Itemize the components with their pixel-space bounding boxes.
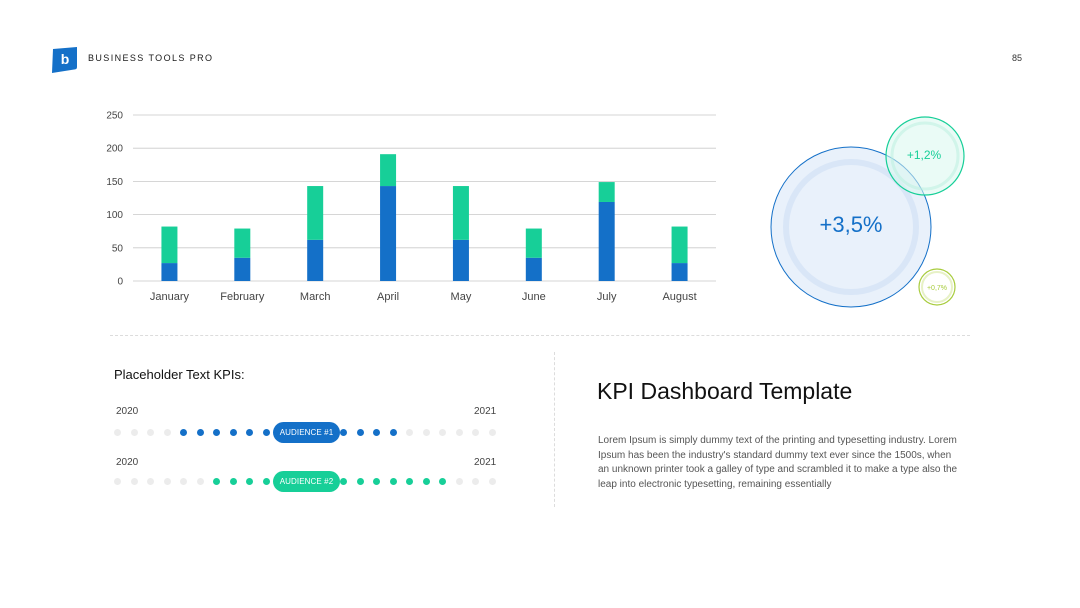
kpi-dot <box>472 429 479 436</box>
y-tick-label: 100 <box>106 210 123 221</box>
bubble-small <box>918 268 956 306</box>
kpi-dot <box>163 478 171 485</box>
horizontal-divider <box>110 335 970 336</box>
kpi-dot <box>163 429 171 436</box>
kpi-dot <box>196 429 204 436</box>
kpi-dot <box>130 478 138 485</box>
kpi-row-2-dots: AUDIENCE #2 <box>114 471 498 493</box>
bubble-secondary-value: +1,2% <box>907 148 942 162</box>
kpi-dot <box>373 478 380 485</box>
bar-august-series-1 <box>671 263 688 281</box>
kpi-dot <box>246 429 253 436</box>
kpi-dot <box>229 429 237 436</box>
kpi-dot <box>229 478 237 485</box>
kpi-dot <box>389 478 397 485</box>
kpi-dot <box>213 429 220 436</box>
bubble-main-value: +3,5% <box>820 212 883 237</box>
x-tick-label: April <box>377 291 399 303</box>
kpi-dot <box>422 478 430 485</box>
x-tick-label: February <box>220 291 265 303</box>
kpi-dot <box>389 429 397 436</box>
audience-2-badge: AUDIENCE #2 <box>273 471 340 492</box>
kpi-dot <box>180 429 187 436</box>
kpi-heading: Placeholder Text KPIs: <box>114 367 245 382</box>
body-text: Lorem Ipsum is simply dummy text of the … <box>598 435 958 490</box>
bubble-small-value: +0,7% <box>927 285 947 292</box>
bar-june-series-2 <box>525 228 542 258</box>
kpi-dot <box>180 478 187 485</box>
kpi-dot <box>488 478 496 485</box>
x-tick-label: August <box>662 291 696 303</box>
bar-january-series-2 <box>161 226 178 264</box>
bar-july-series-1 <box>598 201 615 281</box>
kpi-dot <box>246 478 253 485</box>
kpi-dot <box>262 429 270 436</box>
logo-icon: b <box>52 47 77 73</box>
kpi-row-2-start-year: 2020 <box>116 457 139 468</box>
x-tick-label: July <box>597 291 617 303</box>
bubble-main-inner <box>783 159 919 295</box>
kpi-dot <box>213 478 220 485</box>
kpi-row-1-end-year: 2021 <box>474 406 497 417</box>
bar-march-series-2 <box>307 186 324 240</box>
bar-may-series-1 <box>452 239 469 281</box>
bubble-secondary-inner <box>890 121 960 191</box>
kpi-dot <box>114 478 121 485</box>
kpi-dot <box>439 429 446 436</box>
kpi-dot <box>472 478 479 485</box>
bar-august-series-2 <box>671 226 688 264</box>
kpi-row-1-dots: AUDIENCE #1 <box>114 422 498 444</box>
kpi-dot <box>340 478 347 485</box>
kpi-dot <box>488 429 496 436</box>
kpi-dot <box>114 429 121 436</box>
audience-1-badge: AUDIENCE #1 <box>273 422 340 443</box>
bar-june-series-1 <box>525 257 542 281</box>
page-number: 85 <box>1011 53 1022 63</box>
kpi-dot <box>262 478 270 485</box>
kpi-dot <box>340 429 347 436</box>
kpi-dot <box>356 478 364 485</box>
x-tick-label: June <box>522 291 546 303</box>
x-tick-label: May <box>451 291 472 303</box>
bubble-secondary <box>885 116 965 196</box>
kpi-dot <box>439 478 446 485</box>
kpi-dot <box>455 478 463 485</box>
kpi-dot <box>406 478 413 485</box>
y-tick-label: 150 <box>106 177 123 188</box>
x-tick-label: January <box>150 291 190 303</box>
kpi-dot <box>422 429 430 436</box>
kpi-dot <box>130 429 138 436</box>
kpi-row-2-end-year: 2021 <box>474 457 497 468</box>
page-title: KPI Dashboard Template <box>597 378 853 404</box>
y-tick-label: 250 <box>106 111 123 122</box>
kpi-dot <box>196 478 204 485</box>
kpi-dot <box>147 478 154 485</box>
bar-july-series-2 <box>598 182 615 202</box>
bar-april-series-2 <box>380 154 397 187</box>
logo-letter: b <box>61 51 70 67</box>
brand-name: BUSINESS TOOLS PRO <box>88 53 214 63</box>
kpi-dot <box>356 429 364 436</box>
kpi-dot <box>455 429 463 436</box>
y-tick-label: 50 <box>112 243 124 254</box>
bar-february-series-2 <box>234 228 251 258</box>
bar-march-series-1 <box>307 239 324 281</box>
kpi-dot <box>147 429 154 436</box>
kpi-dot <box>406 429 413 436</box>
bubble-small-inner <box>921 271 953 303</box>
kpi-row-1-start-year: 2020 <box>116 406 139 417</box>
bar-january-series-1 <box>161 263 178 281</box>
y-tick-label: 0 <box>117 277 123 288</box>
vertical-divider <box>554 352 555 507</box>
x-tick-label: March <box>300 291 331 303</box>
bar-april-series-1 <box>380 186 397 281</box>
y-tick-label: 200 <box>106 144 123 155</box>
bar-may-series-2 <box>452 186 469 240</box>
bar-february-series-1 <box>234 257 251 281</box>
kpi-dot <box>373 429 380 436</box>
